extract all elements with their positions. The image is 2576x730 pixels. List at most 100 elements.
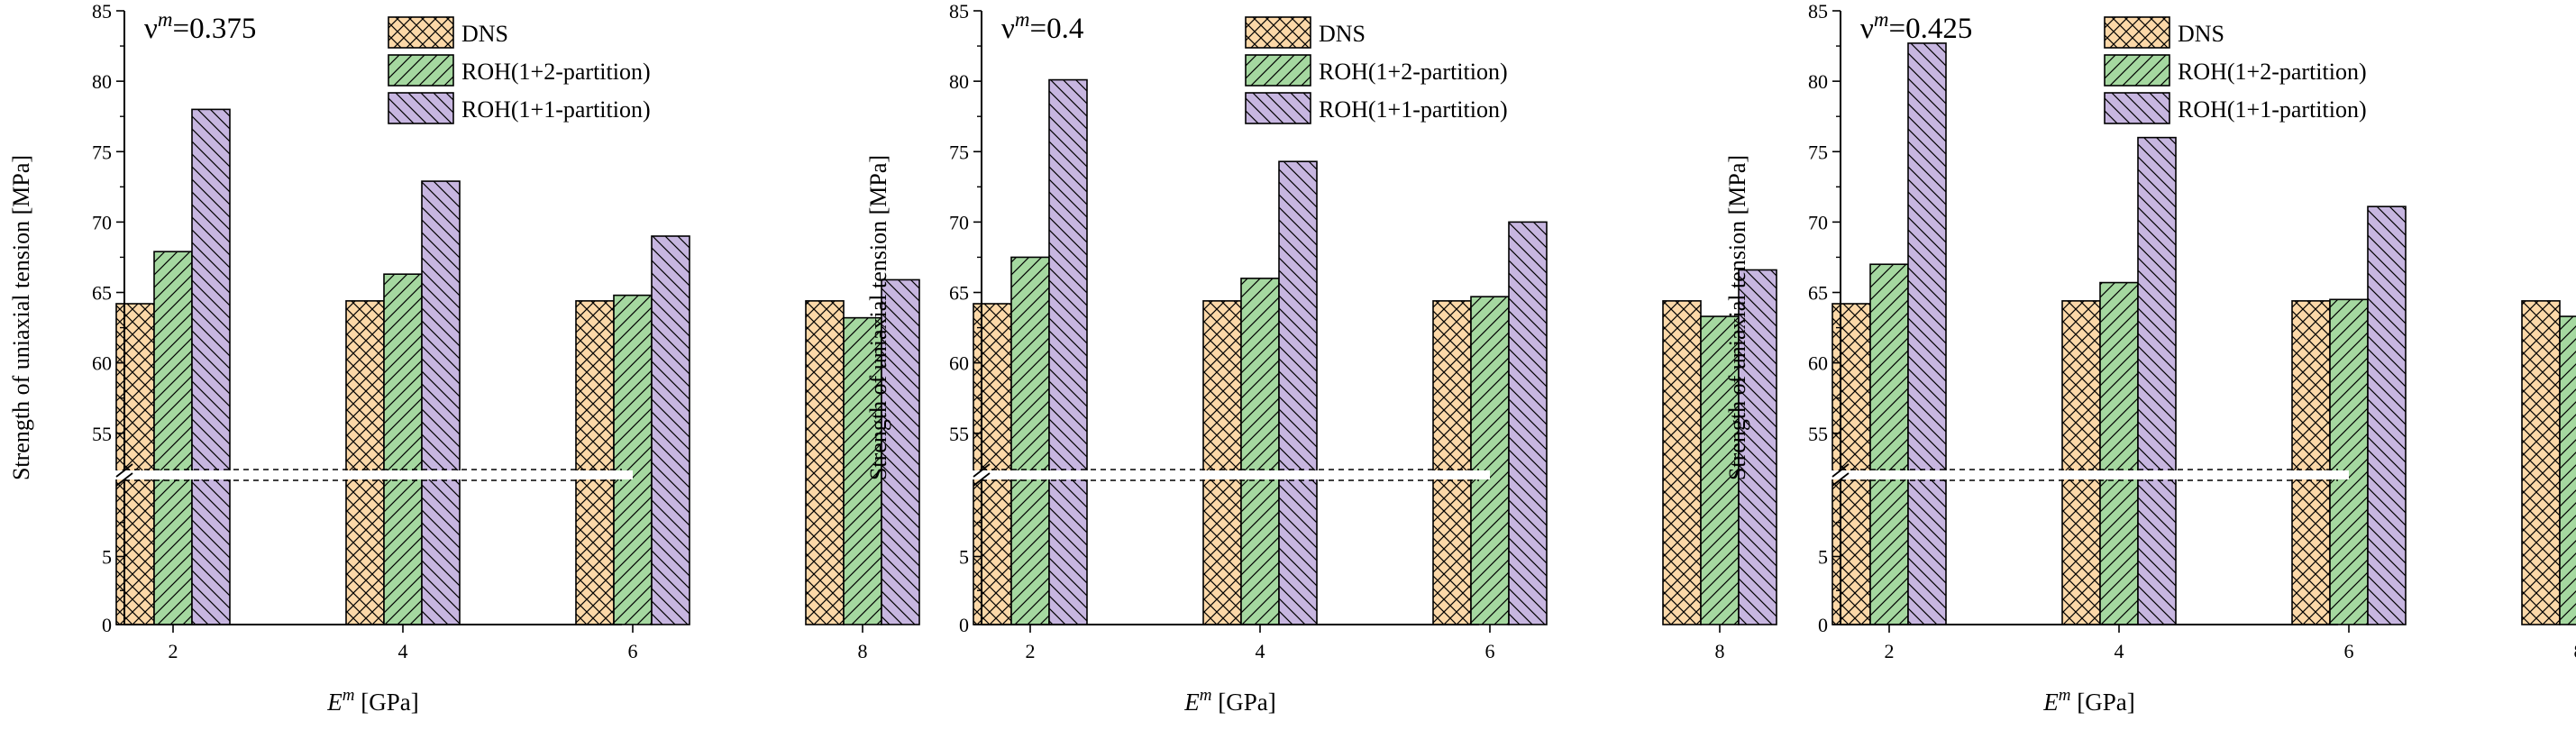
title-value: =0.425 (1889, 13, 1973, 45)
bar-roh-1-2-partition--4 (383, 273, 423, 625)
legend-label: ROH(1+1-partition) (2178, 96, 2367, 123)
title-superscript: m (1015, 8, 1030, 31)
x-tick-label: 4 (1256, 640, 1265, 662)
x-axis-label-symbol: E (2042, 689, 2059, 716)
y-tick-label: 85 (949, 0, 969, 23)
y-tick-label: 5 (1818, 546, 1828, 569)
x-tick-label: 4 (2115, 640, 2124, 662)
bar-dns-8 (1662, 300, 1702, 625)
bar-roh-1-1-partition--2 (1907, 42, 1947, 625)
bar-roh-1-1-partition--6 (651, 235, 690, 625)
bar-dns-2 (115, 303, 155, 625)
x-axis-label-unit: [GPa] (355, 689, 419, 716)
legend-swatch (1245, 92, 1311, 124)
x-axis-label-superscript: m (343, 686, 355, 705)
x-tick-label: 8 (2574, 640, 2576, 662)
bar-roh-1-1-partition--6 (1508, 221, 1548, 625)
x-tick-label: 2 (1026, 640, 1036, 662)
y-tick-label: 80 (92, 70, 112, 93)
x-tick-label: 6 (1485, 640, 1495, 662)
x-tick-label: 6 (628, 640, 638, 662)
legend-swatch (1245, 16, 1311, 49)
y-tick-label: 85 (1808, 0, 1828, 23)
chart-title: νm=0.4 (1001, 8, 1083, 45)
bar-roh-1-1-partition--2 (1048, 78, 1088, 625)
legend: DNS ROH(1+2-partition) ROH(1+1-partition) (2104, 16, 2367, 124)
legend-swatch (2104, 54, 2170, 87)
bar-roh-1-2-partition--2 (1010, 256, 1050, 625)
x-tick-label: 2 (169, 640, 178, 662)
x-axis-label: Em [GPa] (2042, 686, 2134, 716)
y-tick-label: 70 (1808, 211, 1828, 233)
axis-break-mark (115, 472, 133, 487)
y-tick-label: 0 (959, 614, 969, 636)
y-tick-label: 55 (92, 423, 112, 445)
legend-swatch (2104, 92, 2170, 124)
y-axis-label: Strength of uniaxial tension [MPa] (865, 155, 891, 480)
y-tick-label: 5 (102, 546, 112, 569)
y-tick-label: 65 (1808, 282, 1828, 305)
bar-roh-1-1-partition--4 (1278, 160, 1318, 625)
title-value: =0.375 (173, 13, 257, 45)
legend-swatch (388, 16, 454, 49)
y-axis-label: Strength of uniaxial tension [MPa] (8, 155, 34, 480)
legend-swatch (2104, 16, 2170, 49)
y-tick-label: 75 (1808, 141, 1828, 163)
bar-dns-8 (805, 300, 845, 625)
x-tick-label: 2 (1885, 640, 1895, 662)
bar-roh-1-2-partition--2 (1869, 263, 1909, 625)
bar-roh-1-2-partition--8 (843, 316, 882, 625)
legend-label: ROH(1+2-partition) (2178, 59, 2367, 85)
chart-title: νm=0.375 (144, 8, 256, 45)
x-tick-label: 8 (1715, 640, 1725, 662)
y-tick-label: 5 (959, 546, 969, 569)
chart-panel: 55 60 65 70 75 80 85 0 5 2 4 6 8 Strength of uniaxial… (1724, 0, 2576, 716)
title-symbol: ν (1860, 13, 1874, 45)
bar-roh-1-2-partition--6 (613, 294, 653, 625)
title-superscript: m (1874, 8, 1889, 31)
legend: DNS ROH(1+2-partition) ROH(1+1-partition) (388, 16, 651, 124)
legend-label: DNS (1319, 21, 1366, 47)
x-tick-label: 8 (858, 640, 868, 662)
legend: DNS ROH(1+2-partition) ROH(1+1-partition) (1245, 16, 1508, 124)
legend-label: ROH(1+2-partition) (1319, 59, 1508, 85)
y-tick-label: 70 (949, 211, 969, 233)
bar-dns-2 (1832, 303, 1871, 625)
x-axis-label: Em [GPa] (1183, 686, 1275, 716)
bar-dns-4 (1202, 300, 1242, 625)
axis-break-mark (1832, 463, 1850, 478)
legend-label: DNS (2178, 21, 2224, 47)
legend-swatch (388, 92, 454, 124)
bar-roh-1-2-partition--4 (2099, 281, 2139, 625)
y-tick-label: 0 (1818, 614, 1828, 636)
y-axis-label: Strength of uniaxial tension [MPa] (1724, 155, 1750, 480)
x-axis-label: Em [GPa] (326, 686, 418, 716)
x-axis-label-unit: [GPa] (1212, 689, 1276, 716)
x-axis-label-superscript: m (2059, 686, 2071, 705)
x-tick-label: 4 (398, 640, 408, 662)
y-tick-label: 65 (949, 282, 969, 305)
y-tick-label: 55 (1808, 423, 1828, 445)
title-superscript: m (158, 8, 173, 31)
axis-break-mark (1832, 472, 1850, 487)
bar-dns-4 (2061, 300, 2101, 625)
y-tick-label: 80 (1808, 70, 1828, 93)
x-axis-label-superscript: m (1200, 686, 1212, 705)
x-axis-label-symbol: E (326, 689, 343, 716)
axis-break-band (1830, 470, 2349, 479)
axis-break-band (114, 470, 633, 479)
bar-dns-6 (2291, 300, 2331, 625)
axis-break-band (971, 470, 1490, 479)
bar-roh-1-2-partition--6 (1470, 296, 1510, 625)
axis-break-mark (115, 463, 133, 478)
bar-roh-1-1-partition--2 (191, 108, 231, 625)
legend-label: ROH(1+1-partition) (461, 96, 651, 123)
bar-roh-1-2-partition--6 (2329, 298, 2369, 625)
legend-label: DNS (461, 21, 508, 47)
y-tick-label: 0 (102, 614, 112, 636)
title-value: =0.4 (1030, 13, 1084, 45)
bar-roh-1-1-partition--8 (1738, 269, 1777, 625)
bar-dns-2 (973, 303, 1012, 625)
title-symbol: ν (1001, 13, 1015, 45)
